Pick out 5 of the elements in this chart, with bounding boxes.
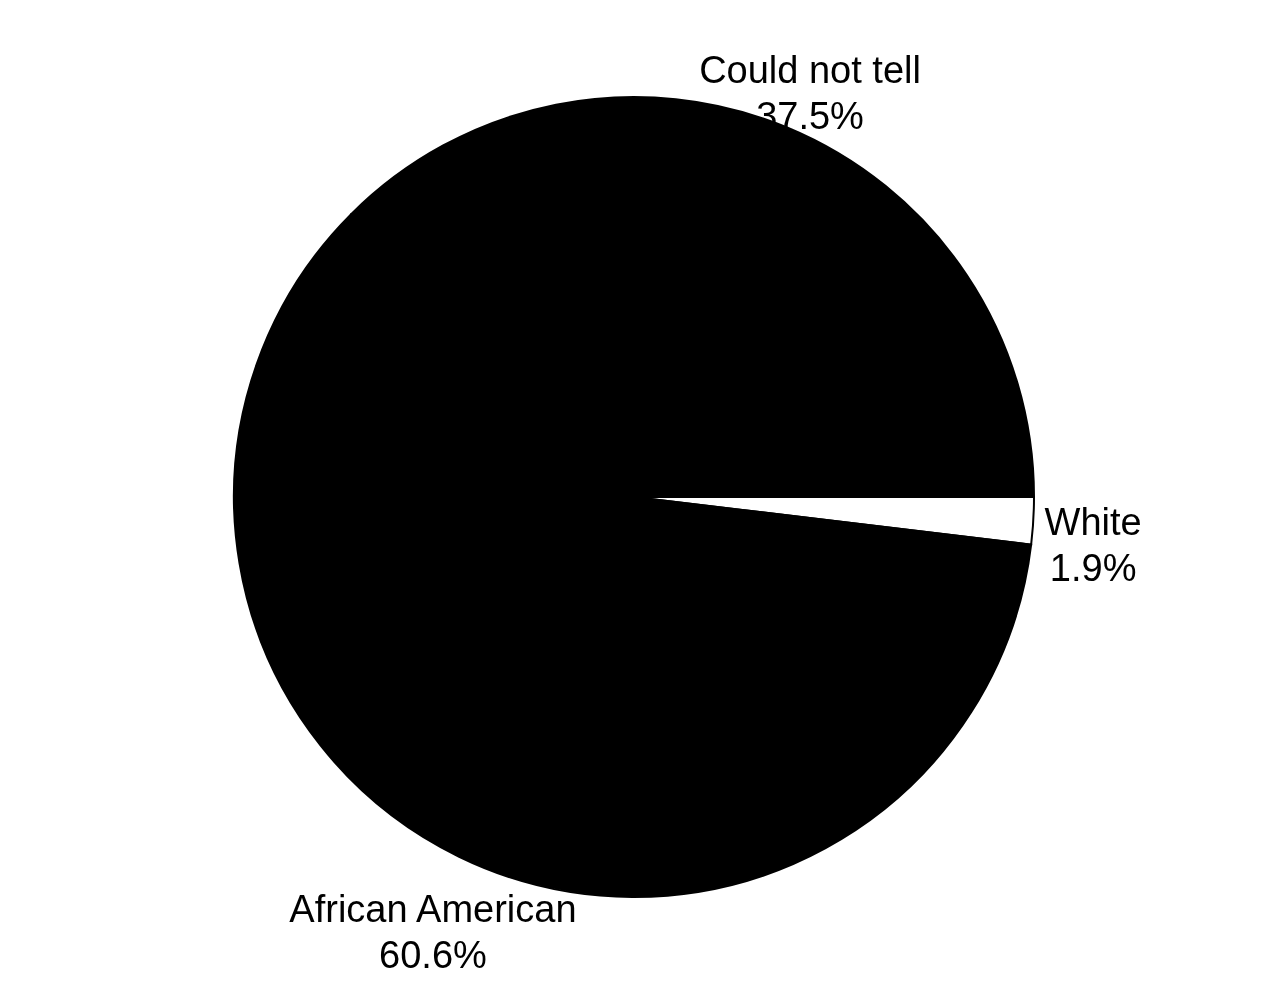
slice-label: African American [289,887,577,930]
data-label: 1.9% [1049,547,1137,590]
slice-label: White [1044,501,1142,544]
slice-label: Could not tell [699,49,921,92]
data-label: 60.6% [379,933,487,976]
